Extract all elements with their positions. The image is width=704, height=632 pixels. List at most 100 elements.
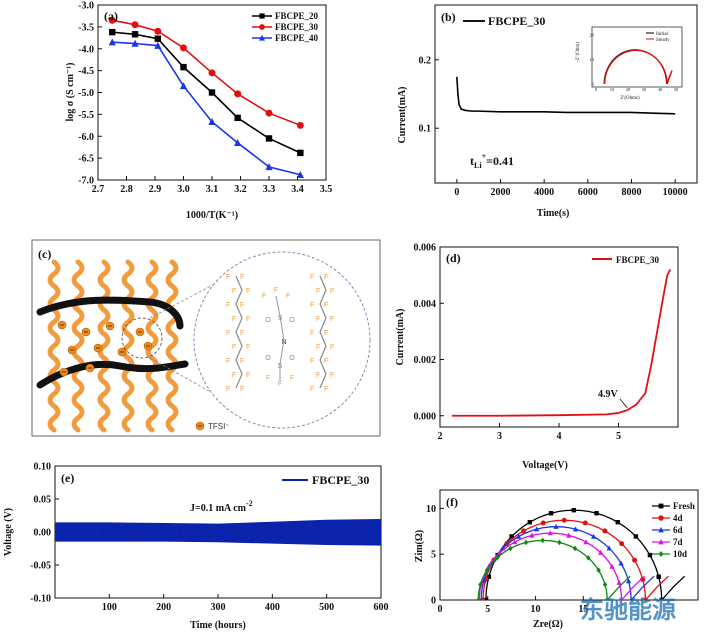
legend-label-6d: 6d bbox=[673, 525, 683, 535]
series-point-FBCPE_20 bbox=[265, 135, 273, 142]
x-tick-label: 2 bbox=[438, 431, 443, 442]
inset-x-tick: 40 bbox=[658, 87, 663, 92]
fluorine-atom-left: F bbox=[232, 372, 236, 379]
panel-b-inset-ylabel: -Z''(Ohm) bbox=[576, 42, 581, 62]
series-point-4d bbox=[561, 517, 567, 523]
inset-x-tick: 0 bbox=[595, 87, 598, 92]
x-tick-label: 15 bbox=[578, 604, 588, 615]
panel-e-annotation: J=0.1 mA cm-2 bbox=[190, 499, 253, 514]
panel-d-frame bbox=[439, 246, 679, 428]
watermark: 东驰能源 bbox=[580, 596, 676, 624]
series-point-FBCPE_40 bbox=[296, 170, 304, 178]
series-point-FBCPE_30 bbox=[131, 21, 139, 29]
panel-b-ylabel: Current(mA) bbox=[397, 86, 408, 143]
fluorine-atom-right: F bbox=[324, 330, 328, 337]
inset-y-tick: 20 bbox=[590, 32, 595, 37]
panel-d-ylabel: Current(mA) bbox=[395, 308, 406, 365]
panel-d: 2 3 4 5 0.000 0.002 0.004 0.006 (d) FBCPE_30 4.… bbox=[395, 243, 679, 471]
y-tick-label: 0.10 bbox=[34, 462, 52, 473]
fluorine-atom-right: F bbox=[330, 316, 334, 323]
inset-y-tick: 0 bbox=[592, 82, 595, 87]
panel-f: 0 5 10 15 0 5 10 (f) Fresh 4d 6d 7d 10d Zre(Ω) Zim… bbox=[414, 489, 699, 630]
panel-b-annotation-t: t bbox=[470, 154, 474, 168]
series-line-FBCPE_30 bbox=[456, 76, 676, 115]
panel-e: 100 200 300 400 500 600 0.10 0.05 0.00 -0.05 -0.10… bbox=[3, 462, 389, 632]
x-tick-label: 3.4 bbox=[291, 184, 304, 195]
x-tick-label: 5 bbox=[485, 604, 490, 615]
tfsi-atom-F: F bbox=[262, 293, 266, 300]
series-point-10d bbox=[572, 545, 578, 552]
panel-e-label: (e) bbox=[61, 471, 74, 485]
inset-x-tick: 10 bbox=[610, 87, 615, 92]
legend-label-7d: 7d bbox=[673, 537, 683, 547]
series-point-Fresh bbox=[615, 520, 620, 525]
series-point-7d bbox=[620, 597, 624, 600]
tfsi-bonds bbox=[275, 295, 285, 382]
panel-e-annotation-sup: -2 bbox=[246, 499, 253, 508]
y-tick-label: 0.004 bbox=[414, 299, 437, 310]
series-point-FBCPE_20 bbox=[180, 63, 187, 71]
y-tick-label: -7.0 bbox=[78, 176, 94, 187]
x-tick-label: 600 bbox=[374, 602, 389, 613]
fluorine-atom-right: F bbox=[324, 274, 328, 281]
legend-label-4d: 4d bbox=[673, 513, 683, 523]
series-point-7d bbox=[512, 539, 518, 545]
legend-marker-7d bbox=[658, 539, 664, 545]
fluorinated-chain bbox=[319, 275, 327, 389]
panel-a: 2.7 2.8 2.9 3.0 3.1 3.2 3.3 3.4 3.5 -3.0 -3.5 -4.0 -… bbox=[65, 1, 332, 222]
x-tick-label: 3.2 bbox=[234, 184, 247, 195]
x-tick-label: 10 bbox=[531, 604, 541, 615]
series-point-4d bbox=[619, 541, 625, 547]
fluorine-atom-left: F bbox=[226, 302, 230, 309]
polymer-side-chain bbox=[47, 259, 61, 433]
series-point-FBCPE_30 bbox=[265, 109, 273, 117]
inset-legend-label: Initial bbox=[656, 32, 669, 37]
fluorine-atom-left: F bbox=[226, 386, 230, 393]
panel-d-legend-label: FBCPE_30 bbox=[616, 255, 660, 265]
panel-b-annotation-sup: + bbox=[482, 152, 487, 161]
y-tick-label: -3.5 bbox=[78, 22, 94, 33]
x-tick-label: 2.8 bbox=[120, 184, 133, 195]
series-point-FBCPE_40 bbox=[131, 39, 139, 47]
legend-marker-10d bbox=[658, 551, 664, 557]
series-point-FBCPE_20 bbox=[234, 114, 241, 122]
series-point-FBCPE_40 bbox=[154, 41, 162, 49]
panel-e-legend-label: FBCPE_30 bbox=[312, 473, 369, 487]
series-point-FBCPE_30 bbox=[296, 121, 304, 129]
series-point-10d bbox=[476, 597, 481, 600]
inset-curve-steady bbox=[603, 49, 673, 85]
fluorine-atom-right: F bbox=[330, 288, 334, 295]
inset-x-tick: 20 bbox=[626, 87, 631, 92]
fluorine-atom-left: F bbox=[316, 344, 320, 351]
series-point-4d bbox=[632, 557, 638, 563]
series-point-10d bbox=[523, 539, 529, 546]
polymer-backbone-top bbox=[36, 296, 184, 330]
y-tick-label: -0.05 bbox=[30, 561, 51, 572]
x-tick-label: 2.7 bbox=[92, 184, 105, 195]
panel-e-axes: 100 200 300 400 500 600 0.10 0.05 0.00 -0.05 -0.10 bbox=[30, 462, 388, 614]
fluorine-atom-right: F bbox=[240, 330, 244, 337]
series-point-FBCPE_40 bbox=[234, 139, 242, 147]
tfsi-atom-S: S bbox=[278, 363, 283, 370]
panel-f-label: (f) bbox=[446, 495, 458, 509]
series-point-10d bbox=[557, 539, 562, 546]
fluorine-atom-left: F bbox=[316, 316, 320, 323]
panel-d-xlabel: Voltage(V) bbox=[522, 460, 568, 471]
panel-f-axes: 0 5 10 15 0 5 10 bbox=[426, 504, 588, 615]
series-point-10d bbox=[596, 567, 601, 574]
series-point-Fresh bbox=[647, 552, 653, 558]
series-point-6d bbox=[572, 526, 579, 532]
y-tick-label: 0.05 bbox=[34, 495, 52, 506]
fluorine-atom-right: F bbox=[240, 274, 244, 281]
panel-f-ylabel: Zim(Ω) bbox=[414, 530, 425, 562]
series-point-FBCPE_30 bbox=[234, 90, 242, 98]
zoom-molecules: F FF FF FF FF FF FF FF FF FF FF FF FF FF FF FF FF FF F bbox=[226, 274, 334, 393]
series-point-7d bbox=[529, 532, 535, 538]
panel-e-xlabel: Time (hours) bbox=[190, 620, 246, 631]
y-tick-label: -6.5 bbox=[78, 154, 94, 165]
series-point-FBCPE_20 bbox=[109, 28, 116, 36]
